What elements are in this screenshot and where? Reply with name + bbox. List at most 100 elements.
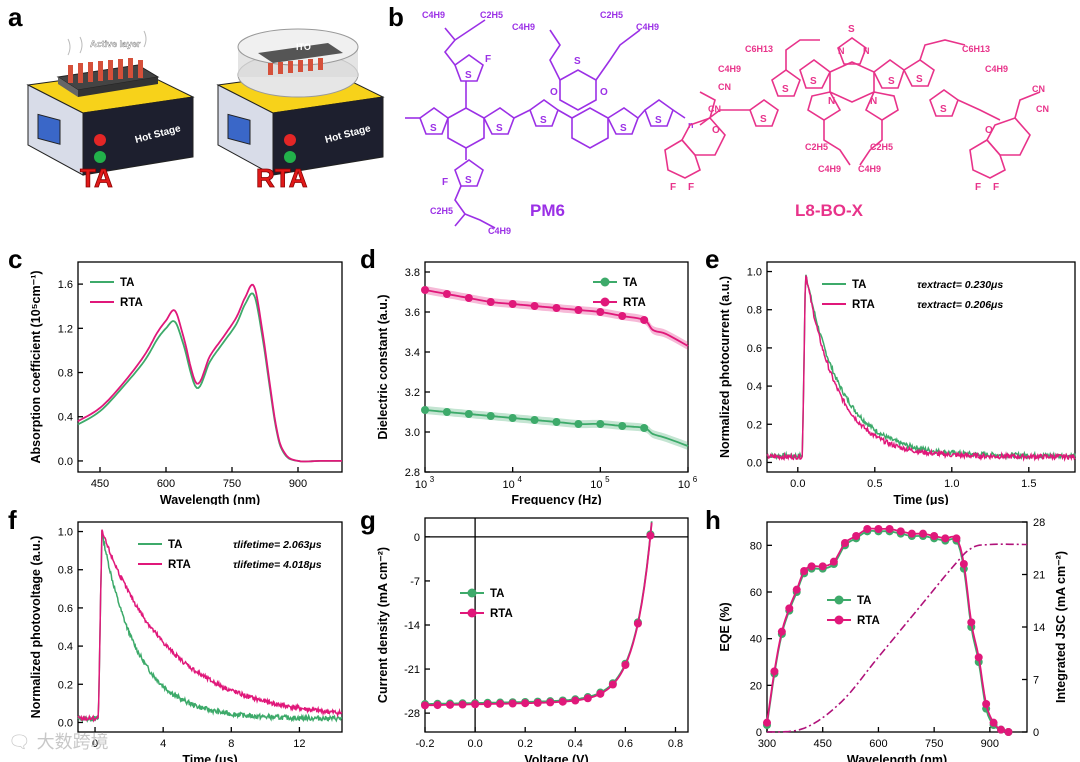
data-point-rta (800, 567, 809, 575)
data-point-rta (464, 294, 473, 302)
pm6-o-1: O (550, 87, 558, 98)
chart-jv: -0.2 0.0 0.2 0.4 0.6 0.8 0 -7 -14 -21 -28 Voltage (… (376, 517, 689, 762)
pm6-s-5: S (655, 115, 662, 126)
y-tick-label: 0.8 (58, 565, 73, 577)
panel-label-e: e (705, 244, 720, 274)
y-tick-label: 28 (1033, 517, 1045, 529)
x-tick-label: 10 (503, 479, 515, 491)
x-tick-exponent: 6 (693, 475, 698, 484)
y-tick-label: 21 (1033, 570, 1045, 582)
x-tick-label: 8 (228, 738, 234, 750)
l8-s-6: S (940, 104, 947, 115)
l8-c4h9-3: C4H9 (818, 164, 841, 174)
legend-label-rta: RTA (623, 297, 646, 309)
y-axis-label: Normalized photocurrent (a.u.) (718, 276, 732, 458)
x-axis-label: Wavelength (nm) (160, 493, 260, 505)
x-tick-label: 450 (91, 478, 109, 490)
pm6-s-1: S (430, 123, 437, 134)
pm6-o-2: O (600, 87, 608, 98)
pm6-f-1: F (485, 54, 491, 65)
l8-f-4: F (993, 182, 999, 193)
x-tick-label: 0.2 (518, 738, 533, 750)
pm6-s-2: S (496, 123, 503, 134)
data-point-rta (571, 696, 580, 705)
pm6-s-3: S (540, 115, 547, 126)
l8-s-1: S (810, 76, 817, 87)
data-point-rta (496, 699, 505, 708)
integrated-jsc-line (766, 543, 1027, 733)
data-point-rta (483, 700, 492, 709)
l8-n-1: N (838, 46, 845, 56)
x-tick-label: 600 (869, 738, 887, 750)
data-point-rta (646, 531, 655, 540)
plot-frame (77, 261, 343, 473)
l8-c4h9-1: C4H9 (718, 64, 741, 74)
y-tick-label: 2.8 (405, 467, 420, 479)
data-point-rta (546, 698, 555, 707)
x-tick-label: 10 (415, 479, 427, 491)
x-axis-label: Wavelength (nm) (847, 753, 947, 762)
y-tick-label: 3.6 (405, 307, 420, 319)
l8-bo-x-name: L8-BO-X (795, 201, 864, 220)
data-point-rta (807, 562, 816, 571)
legend-label-rta: RTA (168, 559, 191, 571)
y-tick-label: 0.4 (58, 641, 73, 653)
panel-label-b: b (388, 2, 404, 32)
x-tick-label: 0.6 (618, 738, 633, 750)
ta-caption: TA (80, 163, 113, 193)
data-point-ta (530, 416, 539, 424)
l8-f-2: F (688, 182, 694, 193)
data-point-rta (959, 560, 968, 568)
data-point-ta (552, 418, 561, 426)
pm6-c4h9-3: C4H9 (636, 22, 659, 32)
data-point-rta (785, 604, 794, 613)
data-point-ta (442, 408, 451, 416)
x-tick-label: 0.5 (867, 478, 882, 490)
y-tick-label: 3.4 (405, 347, 420, 359)
l8-cn-2: CN (708, 104, 721, 114)
l8-c4h9-2: C4H9 (985, 64, 1008, 74)
y-tick-label: 80 (750, 540, 762, 552)
l8-n-4: N (870, 96, 877, 107)
y-tick-label: 0.6 (747, 343, 762, 355)
y-tick-label: -14 (404, 620, 420, 632)
panel-a-illustration: Active layer Hot Stage TA ITO Hot Stage … (26, 28, 385, 193)
data-point-rta (852, 532, 861, 540)
data-point-rta (777, 627, 786, 636)
x-axis-label: Time (μs) (182, 753, 237, 762)
y-tick-label: -28 (404, 708, 420, 720)
x-tick-label: 12 (293, 738, 305, 750)
y-tick-label: 0 (1033, 727, 1039, 739)
x-tick-label: 450 (814, 738, 832, 750)
l8-c2h5-2: C2H5 (870, 142, 893, 152)
pm6-s-4: S (620, 123, 627, 134)
ta-active-layer-pillars (68, 58, 143, 83)
series-line-rta (77, 529, 343, 723)
pm6-c2h5-3: C2H5 (430, 206, 453, 216)
data-point-rta (446, 700, 455, 709)
annotation-tau-0: τlifetime= 2.063μs (233, 539, 322, 551)
watermark: 🗨 大数跨境 (8, 732, 109, 753)
l8-c2h5-1: C2H5 (805, 142, 828, 152)
l8-c6h13-2: C6H13 (962, 44, 990, 54)
plot-frame (77, 521, 343, 733)
x-tick-label: 0.0 (467, 738, 482, 750)
series-band-ta (425, 406, 688, 450)
legend-marker-ta (467, 588, 477, 598)
data-point-rta (763, 718, 771, 727)
l8-o-1: O (712, 125, 720, 136)
y-tick-label: 1.0 (747, 267, 762, 279)
x-tick-label: -0.2 (416, 738, 435, 750)
pm6-name: PM6 (530, 201, 565, 220)
x-tick-label: 0.4 (568, 738, 583, 750)
data-point-rta (608, 680, 617, 689)
chart-absorption: 450 600 750 900 0.0 0.4 0.8 1.2 1.6 Wavelength (n… (29, 261, 343, 505)
data-point-ta (508, 414, 517, 422)
heat-waves-icon (67, 30, 147, 56)
data-point-rta (618, 312, 627, 320)
pm6-s-6: S (574, 56, 581, 67)
series-line-rta (77, 283, 342, 463)
panel-label-f: f (8, 505, 17, 535)
pm6-c4h9-2: C4H9 (512, 22, 535, 32)
l8-s-5: S (760, 114, 767, 125)
